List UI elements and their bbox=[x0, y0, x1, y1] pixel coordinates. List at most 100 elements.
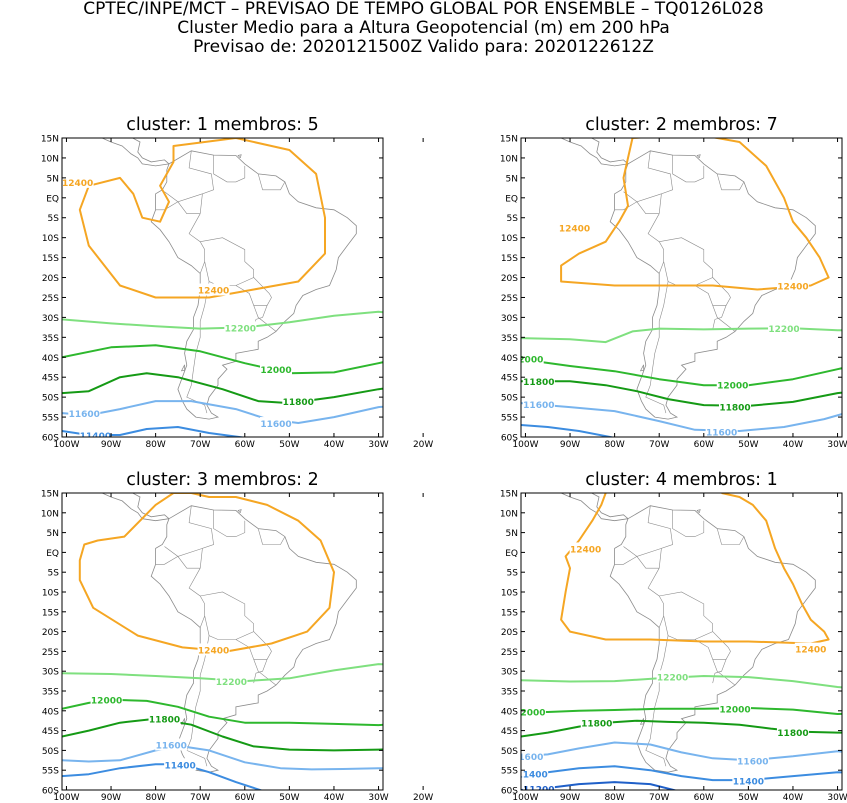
y-tick-label: 25S bbox=[42, 648, 59, 658]
contour-label-bg bbox=[68, 407, 101, 420]
x-tick-label: 100W bbox=[512, 793, 538, 803]
contour-label-12400: 12400 bbox=[795, 646, 826, 656]
country-border bbox=[204, 261, 254, 286]
contour-line-12200 bbox=[521, 675, 842, 689]
x-tick-label: 70W bbox=[649, 793, 669, 803]
cluster-panel-1: cluster: 1 membros: 5 12400 12400 12200 1200… bbox=[41, 115, 434, 450]
x-tick-label: 40W bbox=[324, 793, 344, 803]
x-tick-label: 20W bbox=[413, 793, 433, 803]
contour-label-bg bbox=[522, 397, 555, 410]
x-tick-label: 60W bbox=[694, 793, 714, 803]
x-tick-label: 60W bbox=[235, 440, 255, 450]
contour-label-11200: 11200 bbox=[523, 785, 554, 795]
y-tick-label: 5S bbox=[507, 214, 519, 224]
coastline-central-america bbox=[560, 138, 629, 167]
contour-label-12000: 12000 bbox=[719, 705, 750, 715]
country-border bbox=[255, 305, 268, 320]
country-border bbox=[253, 673, 257, 684]
contour-label-bg bbox=[260, 417, 292, 430]
country-border bbox=[253, 305, 277, 332]
country-border bbox=[714, 305, 727, 320]
panel-title: cluster: 3 membros: 2 bbox=[126, 470, 319, 490]
coastline-central-america bbox=[101, 138, 170, 167]
y-tick-label: 15N bbox=[500, 135, 518, 145]
contour-line-11400 bbox=[521, 424, 615, 437]
country-border bbox=[623, 191, 662, 203]
y-tick-label: EQ bbox=[505, 549, 518, 559]
contour-label-12400: 12400 bbox=[559, 225, 590, 235]
coastline-south-america bbox=[609, 150, 816, 420]
contour-label-bg bbox=[656, 670, 689, 683]
country-border bbox=[155, 201, 201, 214]
y-tick-label: 10N bbox=[500, 509, 518, 519]
contour-line-12400 bbox=[78, 138, 326, 299]
y-tick-label: 50S bbox=[42, 394, 59, 404]
contour-label-12000: 12000 bbox=[514, 709, 545, 719]
y-tick-label: EQ bbox=[46, 549, 59, 559]
y-tick-label: 20S bbox=[42, 274, 59, 284]
country-border bbox=[186, 281, 210, 414]
coastline-south-america bbox=[150, 505, 357, 773]
y-tick-label: 60S bbox=[501, 434, 518, 444]
contour-label-11600: 11600 bbox=[512, 753, 543, 763]
contour-line-11400 bbox=[62, 763, 263, 790]
map-frame bbox=[520, 137, 843, 438]
x-tick-label: 80W bbox=[604, 440, 624, 450]
contour-label-12200: 12200 bbox=[225, 324, 256, 334]
x-tick-label: 70W bbox=[190, 440, 210, 450]
contour-label-12400: 12400 bbox=[198, 646, 229, 656]
contour-line-12400 bbox=[78, 493, 335, 653]
country-border bbox=[200, 591, 254, 632]
x-tick-label: 50W bbox=[738, 793, 758, 803]
x-tick-label: 90W bbox=[560, 440, 580, 450]
contour-line-12400 bbox=[560, 138, 830, 291]
contour-label-bg bbox=[794, 642, 827, 655]
country-border bbox=[672, 155, 705, 183]
contour-label-11400: 11400 bbox=[80, 432, 111, 442]
contour-label-bg bbox=[521, 767, 549, 780]
contour-label-11400: 11400 bbox=[164, 761, 195, 771]
y-tick-label: 10S bbox=[501, 234, 518, 244]
x-tick-label: 60W bbox=[694, 440, 714, 450]
y-tick-label: 30S bbox=[42, 668, 59, 678]
country-border bbox=[255, 659, 268, 674]
x-tick-label: 70W bbox=[649, 440, 669, 450]
x-tick-label: 80W bbox=[145, 440, 165, 450]
country-border bbox=[647, 150, 673, 214]
country-border bbox=[659, 237, 714, 278]
y-tick-label: 40S bbox=[42, 707, 59, 717]
x-tick-label: 40W bbox=[783, 793, 803, 803]
x-tick-label: 20W bbox=[413, 440, 433, 450]
contour-label-bg bbox=[719, 702, 751, 715]
country-border bbox=[188, 213, 205, 274]
contour-label-12000: 12000 bbox=[260, 366, 291, 376]
country-border bbox=[694, 631, 731, 660]
country-border bbox=[714, 659, 727, 674]
x-tick-label: 50W bbox=[738, 440, 758, 450]
contour-label-12400: 12400 bbox=[62, 179, 93, 189]
contour-line-11800 bbox=[521, 380, 842, 407]
y-tick-label: 30S bbox=[42, 314, 59, 324]
country-border bbox=[716, 173, 745, 191]
country-border bbox=[257, 528, 286, 545]
country-border bbox=[164, 191, 203, 203]
contour-line-11600 bbox=[521, 402, 842, 432]
x-tick-label: 30W bbox=[827, 793, 847, 803]
contour-label-bg bbox=[79, 429, 112, 437]
x-tick-label: 50W bbox=[279, 440, 299, 450]
contour-label-bg bbox=[705, 425, 738, 437]
y-tick-label: 50S bbox=[501, 394, 518, 404]
y-tick-label: 40S bbox=[42, 354, 59, 364]
x-tick-label: 100W bbox=[53, 440, 79, 450]
contour-label-bg bbox=[776, 279, 809, 292]
contour-label-bg bbox=[197, 283, 230, 296]
y-tick-label: 30S bbox=[501, 314, 518, 324]
country-border bbox=[712, 305, 736, 332]
map-area: 12400 12400 12200 12000 12000 11800 11800 11600… bbox=[521, 138, 842, 437]
x-tick-label: 90W bbox=[101, 440, 121, 450]
country-border bbox=[200, 237, 254, 278]
y-tick-label: 35S bbox=[42, 688, 59, 698]
x-tick-label: 60W bbox=[235, 793, 255, 803]
x-tick-label: 90W bbox=[560, 793, 580, 803]
